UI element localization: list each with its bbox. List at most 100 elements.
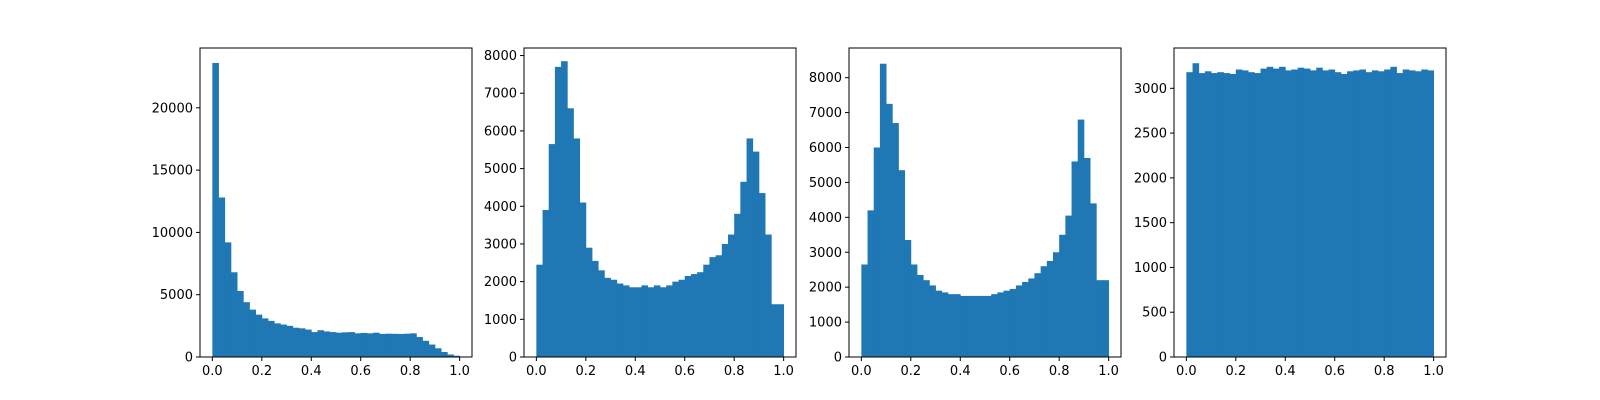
y-tick-label: 1000	[809, 316, 842, 331]
x-tick-label: 0.6	[350, 364, 371, 379]
histogram-panel-1: 0.0 0.2 0.4 0.6 0.8 1.0 0 5000 10000 15000 20000	[152, 47, 473, 379]
histogram-bar	[230, 272, 238, 357]
histogram-bar	[1198, 73, 1206, 357]
histogram-bar	[604, 277, 611, 357]
histogram-bar	[224, 242, 232, 357]
x-tick-label: 0.0	[851, 364, 872, 379]
histogram-bar	[641, 285, 649, 357]
histogram-bar	[286, 325, 294, 357]
histogram-bar	[997, 292, 1004, 357]
histogram-bar	[1242, 70, 1249, 357]
histogram-bar	[336, 332, 343, 357]
x-tick-label: 1.0	[773, 364, 794, 379]
histogram-bar	[548, 144, 556, 357]
histogram-bar	[342, 332, 349, 357]
histogram-bar	[734, 213, 741, 357]
histogram-bar	[777, 304, 785, 357]
histogram-bar	[1359, 69, 1367, 357]
histogram-bar	[972, 295, 980, 357]
histogram-bar	[298, 328, 306, 357]
histogram-bar	[647, 287, 655, 357]
y-tick-label: 15000	[152, 164, 193, 179]
histogram-bar	[660, 287, 667, 357]
histogram-bar	[255, 314, 263, 357]
y-tick-label: 8000	[809, 71, 842, 86]
histogram-bar	[1310, 70, 1317, 357]
histogram-bar	[554, 66, 562, 357]
histogram-bar	[616, 283, 624, 357]
histogram-bar	[966, 295, 974, 357]
histogram-bar	[991, 294, 998, 357]
histogram-bar	[941, 292, 949, 357]
histogram-bar	[579, 202, 587, 357]
y-tick-label: 2000	[484, 275, 517, 290]
histogram-bar	[1204, 71, 1212, 357]
y-tick-label: 2000	[1134, 171, 1167, 186]
histogram-bar	[1034, 273, 1042, 357]
x-tick-label: 0.4	[1275, 364, 1296, 379]
x-tick-label: 1.0	[1423, 364, 1444, 379]
histogram-bar	[629, 287, 636, 357]
y-tick-label: 0	[185, 351, 193, 366]
histogram-bar	[598, 270, 605, 357]
histogram-bar	[366, 333, 374, 357]
histogram-bar	[985, 295, 992, 357]
histogram-bar	[1279, 66, 1286, 357]
x-tick-label: 0.8	[1374, 364, 1395, 379]
histogram-bar	[261, 318, 269, 358]
axes-frame	[199, 47, 473, 358]
histogram-bar	[1192, 63, 1200, 357]
histogram-bar	[721, 243, 729, 357]
histogram-bar	[1235, 69, 1243, 357]
histogram-bar	[391, 333, 399, 357]
x-tick-label: 0.4	[950, 364, 971, 379]
y-tick-label: 8000	[484, 49, 517, 64]
y-tick-label: 20000	[152, 101, 193, 116]
histogram-bar	[1396, 73, 1404, 357]
histogram-bar	[1229, 73, 1237, 357]
histogram-bar	[879, 63, 887, 358]
histogram-bar	[917, 274, 924, 357]
histogram-bar	[892, 123, 899, 357]
histogram-bar	[1272, 68, 1280, 357]
histogram-bar	[765, 234, 772, 357]
histogram-bar	[1365, 72, 1373, 358]
histogram-bar	[536, 264, 543, 357]
histogram-panel-2: 0.0 0.2 0.4 0.6 0.8 1.0 0 1000 2000 3000 4000 5000 6…	[484, 47, 797, 379]
x-tick-label: 0.2	[1225, 364, 1246, 379]
x-tick-label: 0.6	[1324, 364, 1345, 379]
histogram-bar	[978, 295, 986, 357]
x-tick-label: 0.0	[1176, 364, 1197, 379]
axes-frame	[848, 47, 1122, 358]
histogram-bar	[1390, 66, 1397, 357]
y-tick-label: 5000	[160, 288, 193, 303]
histogram-bar	[385, 333, 393, 357]
histogram-bar	[1053, 252, 1060, 357]
histogram-bar	[1254, 73, 1261, 357]
histogram-bar	[1186, 72, 1193, 358]
histogram-bar	[592, 260, 599, 357]
y-tick-label: 5000	[809, 176, 842, 191]
axes-frame	[1173, 47, 1447, 358]
histogram-bar	[1009, 288, 1017, 357]
x-tick-label: 1.0	[449, 364, 470, 379]
y-tick-label: 6000	[484, 124, 517, 139]
x-tick-label: 0.6	[999, 364, 1020, 379]
histogram-bar	[861, 264, 868, 357]
histogram-bar	[690, 274, 698, 357]
histogram-bar	[1217, 72, 1224, 358]
histogram-bar	[329, 332, 337, 357]
histogram-bar	[274, 323, 281, 357]
histogram-bar	[422, 340, 430, 357]
y-tick-label: 4000	[809, 211, 842, 226]
histogram-panel-3: 0.0 0.2 0.4 0.6 0.8 1.0 0 1000 2000 3000 4000 5000 6…	[809, 47, 1122, 379]
histogram-bar	[434, 348, 442, 357]
histogram-bar	[1223, 73, 1231, 357]
histogram-bar	[666, 285, 673, 357]
histogram-bar	[404, 333, 411, 357]
histogram-bar	[1211, 73, 1218, 357]
histogram-bar	[268, 320, 275, 357]
histogram-bar	[684, 275, 692, 357]
histogram-bar	[886, 103, 893, 357]
y-tick-label: 6000	[809, 141, 842, 156]
